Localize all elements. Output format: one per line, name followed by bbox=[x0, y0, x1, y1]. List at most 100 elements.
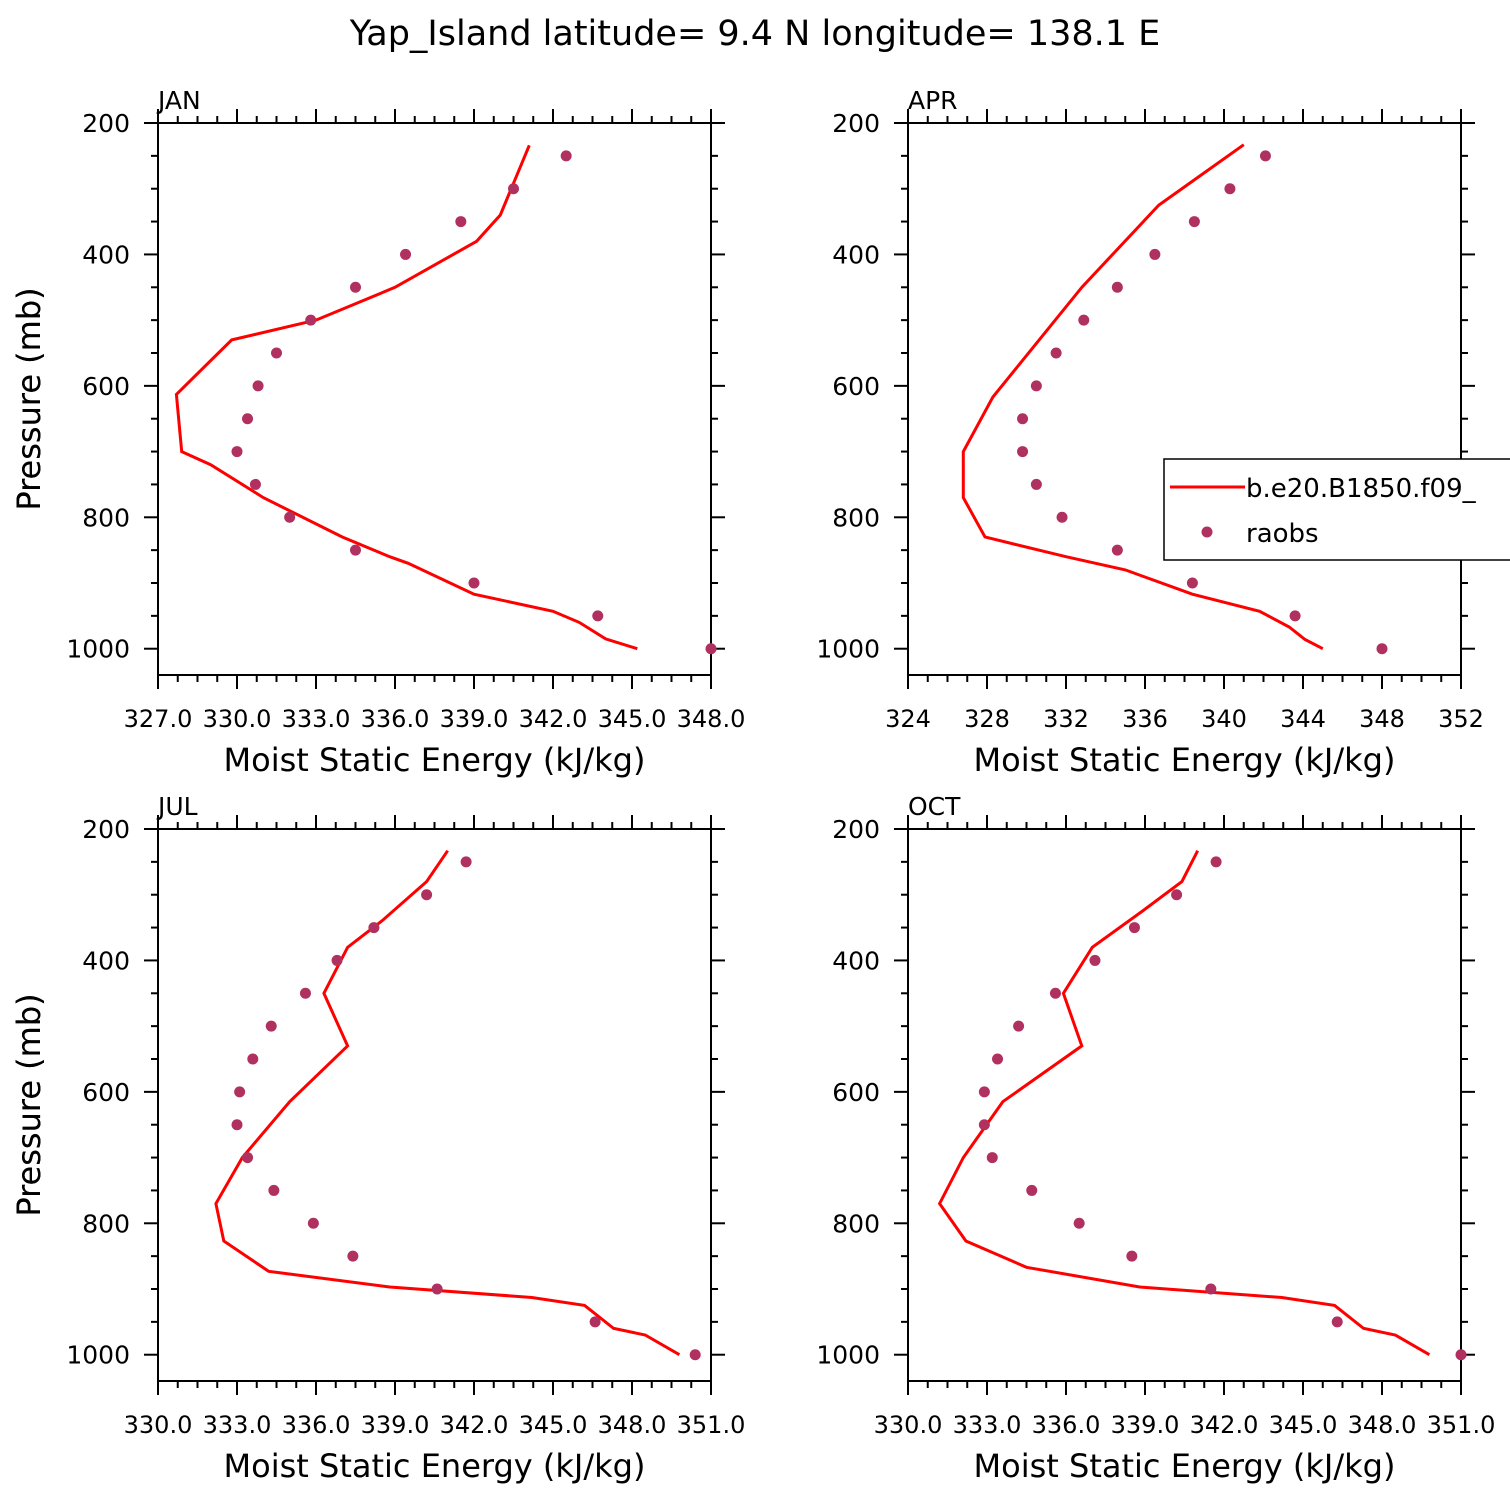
raobs-point bbox=[1013, 1020, 1025, 1032]
raobs-point bbox=[1017, 446, 1029, 458]
chart-panel-oct: OCT 330.0 333.0 336.0 339.0 342.0 345.0 348.0 35… bbox=[10, 792, 1495, 1485]
raobs-point bbox=[468, 577, 480, 589]
raobs-point bbox=[1376, 643, 1388, 655]
raobs-point bbox=[1188, 216, 1200, 228]
panel-title: OCT bbox=[908, 792, 961, 821]
y-tick-label: 600 bbox=[832, 372, 880, 401]
raobs-point bbox=[1056, 511, 1068, 523]
y-tick-label: 800 bbox=[82, 1209, 130, 1238]
raobs-point bbox=[1205, 1283, 1217, 1295]
raobs-point bbox=[1078, 314, 1090, 326]
raobs-point bbox=[1210, 856, 1222, 868]
raobs-point bbox=[305, 314, 317, 326]
x-tick-label: 330.0 bbox=[203, 705, 272, 733]
y-tick-label: 1000 bbox=[816, 635, 880, 664]
raobs-point bbox=[431, 1283, 443, 1295]
raobs-point bbox=[347, 1250, 359, 1262]
raobs-point bbox=[1030, 380, 1042, 392]
legend-obs-label: raobs bbox=[1246, 519, 1319, 549]
raobs-point bbox=[331, 954, 343, 966]
raobs-point bbox=[242, 1152, 254, 1164]
raobs-point bbox=[1171, 889, 1183, 901]
raobs-point bbox=[1128, 922, 1140, 934]
x-tick-label: 339.0 bbox=[440, 705, 509, 733]
raobs-point bbox=[421, 889, 433, 901]
raobs-point bbox=[978, 1119, 990, 1131]
y-tick-label: 600 bbox=[82, 1078, 130, 1107]
figure-title: Yap_Island latitude= 9.4 N longitude= 13… bbox=[349, 14, 1161, 54]
raobs-point bbox=[460, 856, 472, 868]
y-axis-label: Pressure (mb) bbox=[10, 993, 48, 1216]
raobs-point bbox=[1224, 183, 1236, 195]
raobs-point bbox=[1111, 544, 1123, 556]
raobs-point bbox=[400, 248, 412, 260]
raobs-point bbox=[1331, 1316, 1343, 1328]
legend-box bbox=[1163, 458, 1510, 561]
x-tick-label: 336.0 bbox=[282, 1411, 351, 1439]
x-tick-label: 352 bbox=[1438, 705, 1484, 733]
x-tick-label: 336 bbox=[1122, 705, 1168, 733]
y-tick-label: 200 bbox=[832, 109, 880, 138]
raobs-point bbox=[350, 281, 361, 293]
x-tick-label: 344 bbox=[1280, 705, 1326, 733]
legend: b.e20.B1850.f09_ raobs bbox=[1163, 458, 1510, 561]
raobs-point bbox=[368, 922, 380, 934]
panel-title: APR bbox=[908, 86, 958, 115]
raobs-point bbox=[508, 183, 519, 195]
raobs-point bbox=[589, 1316, 601, 1328]
x-axis-label: Moist Static Energy (kJ/kg) bbox=[974, 741, 1396, 779]
raobs-point bbox=[265, 1020, 277, 1032]
raobs-point bbox=[592, 610, 604, 622]
x-tick-label: 348.0 bbox=[677, 705, 746, 733]
y-tick-label: 1000 bbox=[66, 1341, 130, 1370]
x-tick-label: 345.0 bbox=[1269, 1411, 1338, 1439]
raobs-point bbox=[350, 544, 361, 556]
y-tick-label: 800 bbox=[832, 1209, 880, 1238]
y-tick-label: 1000 bbox=[66, 635, 130, 664]
y-tick-label: 200 bbox=[832, 815, 880, 844]
x-tick-label: 327.0 bbox=[124, 705, 193, 733]
y-axis-label: Pressure (mb) bbox=[10, 287, 48, 510]
x-tick-label: 351.0 bbox=[677, 1411, 746, 1439]
model-profile-line bbox=[214, 849, 681, 1356]
y-axis-label: Pressure (mb) bbox=[10, 287, 48, 510]
raobs-point bbox=[231, 446, 243, 458]
raobs-point bbox=[560, 150, 572, 162]
x-tick-label: 351.0 bbox=[1427, 1411, 1496, 1439]
raobs-point bbox=[234, 1086, 246, 1098]
raobs-point bbox=[249, 478, 261, 490]
y-tick-label: 400 bbox=[832, 946, 880, 975]
raobs-point bbox=[268, 1184, 280, 1196]
panel-title: JAN bbox=[156, 86, 201, 115]
model-profile-line bbox=[937, 850, 1431, 1356]
raobs-point bbox=[1259, 150, 1271, 162]
panel-title: JUL bbox=[156, 792, 198, 821]
raobs-point bbox=[299, 987, 311, 999]
x-tick-label: 339.0 bbox=[1111, 1411, 1180, 1439]
raobs-point bbox=[705, 643, 717, 655]
x-tick-label: 348 bbox=[1359, 705, 1405, 733]
y-tick-label: 200 bbox=[82, 109, 130, 138]
x-tick-label: 333.0 bbox=[953, 1411, 1022, 1439]
y-tick-label: 400 bbox=[82, 946, 130, 975]
y-axis-label: Pressure (mb) bbox=[10, 993, 48, 1216]
raobs-point bbox=[1049, 987, 1061, 999]
plot-frame bbox=[157, 122, 712, 676]
x-tick-label: 345.0 bbox=[598, 705, 667, 733]
raobs-point bbox=[231, 1119, 243, 1131]
raobs-point bbox=[1126, 1250, 1138, 1262]
raobs-point bbox=[455, 216, 467, 228]
raobs-point bbox=[1026, 1184, 1038, 1196]
y-tick-label: 600 bbox=[832, 1078, 880, 1107]
model-profile-line bbox=[961, 143, 1324, 651]
x-tick-label: 330.0 bbox=[874, 1411, 943, 1439]
raobs-point bbox=[986, 1152, 998, 1164]
y-tick-label: 200 bbox=[82, 815, 130, 844]
x-tick-label: 348.0 bbox=[598, 1411, 667, 1439]
x-tick-label: 336.0 bbox=[361, 705, 430, 733]
x-tick-label: 333.0 bbox=[203, 1411, 272, 1439]
plot-frame bbox=[157, 828, 712, 1382]
x-tick-label: 332 bbox=[1043, 705, 1089, 733]
raobs-point bbox=[1111, 281, 1123, 293]
